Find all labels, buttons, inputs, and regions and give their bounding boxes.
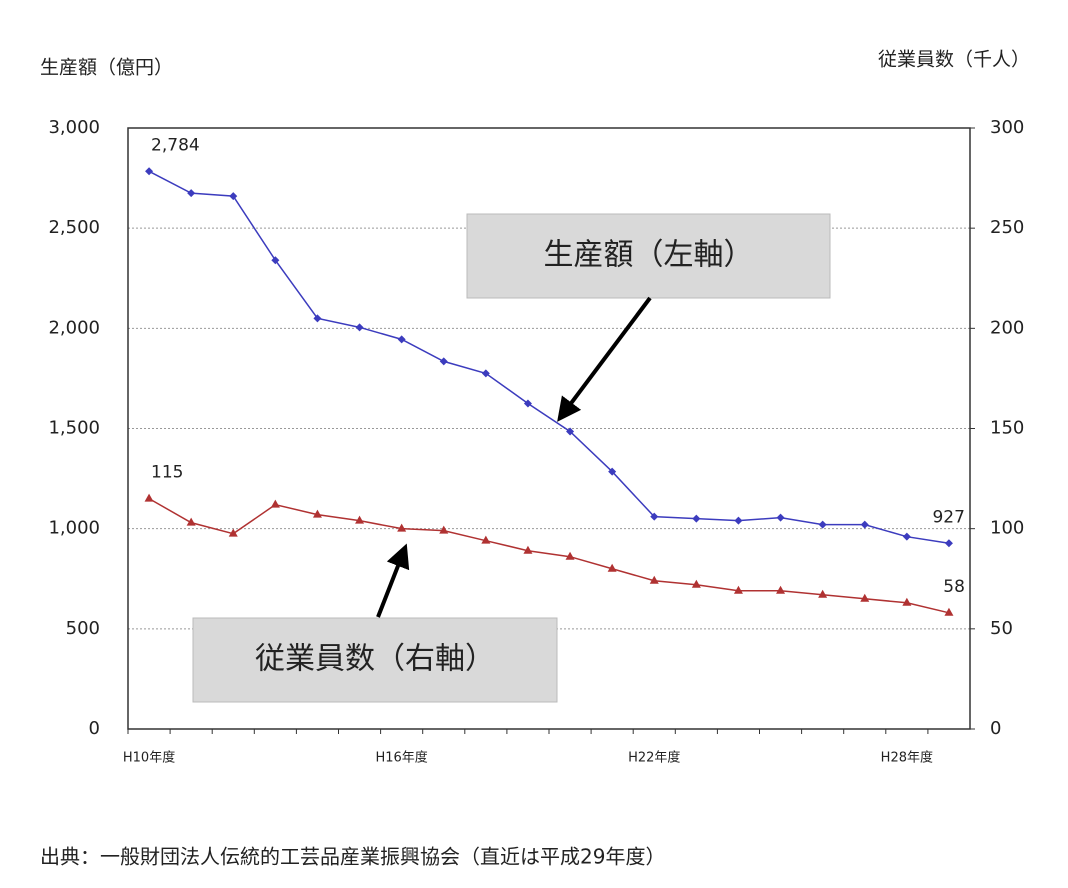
marker [902, 532, 911, 541]
marker [902, 597, 912, 606]
data-label: 115 [151, 463, 183, 483]
marker [186, 517, 196, 526]
marker [144, 493, 154, 502]
y2-tick-label: 50 [990, 618, 1013, 639]
marker [860, 593, 870, 602]
y-axis-title: 生産額（億円） [40, 57, 173, 79]
y2-tick-label: 150 [990, 418, 1024, 439]
y2-tick-label: 200 [990, 317, 1024, 338]
marker [734, 516, 743, 525]
marker [145, 167, 154, 176]
data-label: 58 [943, 577, 965, 597]
marker [818, 520, 827, 529]
marker [944, 607, 954, 616]
marker [818, 589, 828, 598]
legend-label: 生産額（左軸） [544, 238, 754, 273]
marker [481, 369, 490, 378]
marker [187, 189, 196, 198]
marker [229, 192, 238, 201]
y-tick-label: 1,000 [48, 518, 100, 539]
series-line [148, 170, 950, 545]
y-tick-label: 2,000 [48, 317, 100, 338]
marker [439, 357, 448, 366]
data-label: 927 [932, 507, 964, 527]
marker [271, 256, 280, 265]
x-tick-label: H22年度 [628, 750, 680, 766]
legend-label: 従業員数（右軸） [255, 642, 495, 677]
x-tick-label: H28年度 [881, 750, 933, 766]
y-tick-label: 3,000 [48, 117, 100, 138]
marker [439, 525, 449, 534]
callout-arrow [376, 543, 410, 618]
marker [270, 499, 280, 508]
callout-box [192, 617, 558, 703]
x-tick-label: H16年度 [375, 750, 427, 766]
marker [312, 509, 322, 518]
marker [944, 539, 953, 548]
y-tick-label: 500 [66, 618, 100, 639]
y2-axis-title: 従業員数（千人） [878, 49, 1030, 71]
marker [776, 513, 785, 522]
marker [649, 575, 659, 584]
y-tick-label: 0 [89, 718, 100, 739]
marker [650, 512, 659, 521]
y2-tick-label: 300 [990, 117, 1024, 138]
marker [607, 563, 617, 572]
marker [523, 399, 532, 408]
callout-arrow [557, 296, 652, 422]
series-line [148, 497, 950, 614]
marker [523, 545, 533, 554]
marker [776, 585, 786, 594]
data-label: 2,784 [151, 135, 200, 155]
marker [313, 314, 322, 323]
y-tick-label: 1,500 [48, 418, 100, 439]
marker [608, 467, 617, 476]
y-tick-label: 2,500 [48, 217, 100, 238]
marker [692, 514, 701, 523]
marker [355, 515, 365, 524]
source-note: 出典：一般財団法人伝統的工芸品産業振興協会（直近は平成29年度） [40, 845, 665, 869]
x-tick-label: H10年度 [123, 750, 175, 766]
marker [481, 535, 491, 544]
marker [565, 551, 575, 560]
y2-tick-label: 250 [990, 217, 1024, 238]
marker [397, 523, 407, 532]
marker [397, 335, 406, 344]
callout-box [466, 213, 831, 299]
y2-tick-label: 0 [990, 718, 1001, 739]
marker [691, 579, 701, 588]
marker [355, 323, 364, 332]
marker [228, 528, 238, 537]
y2-tick-label: 100 [990, 518, 1024, 539]
marker [566, 427, 575, 436]
marker [733, 585, 743, 594]
marker [860, 520, 869, 529]
